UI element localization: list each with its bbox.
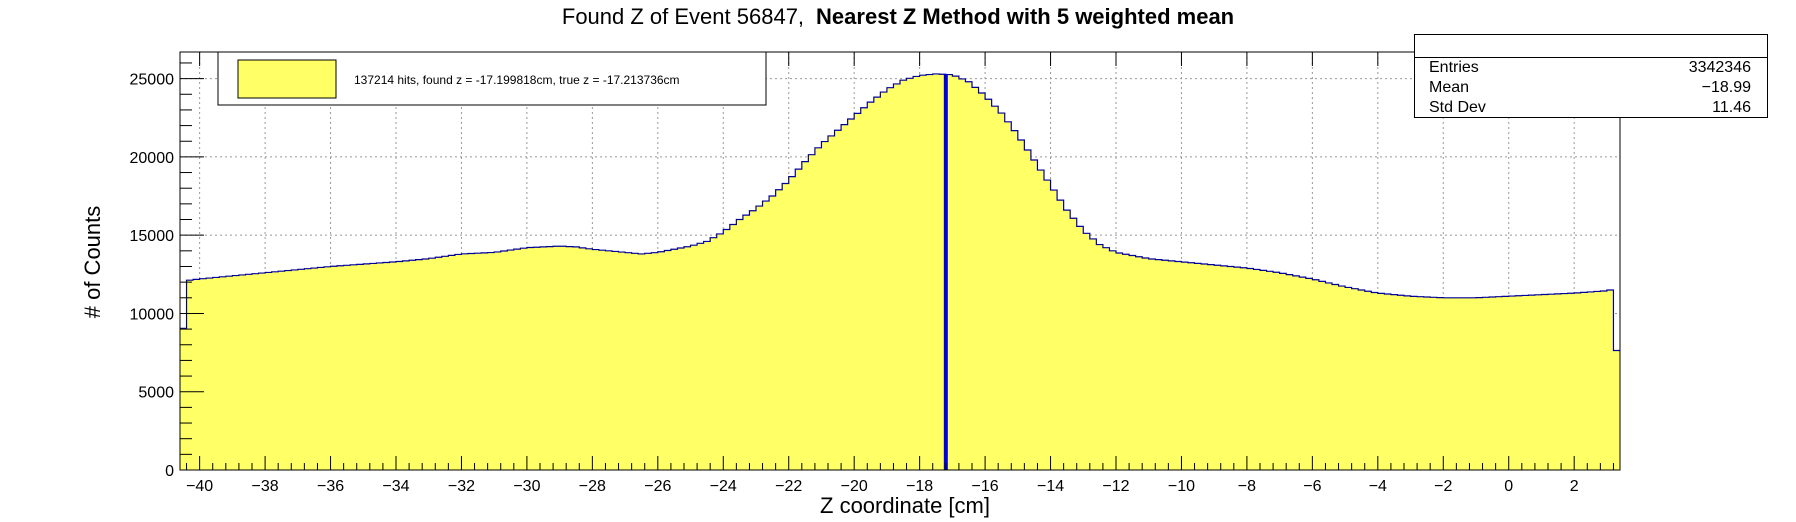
stats-value: 11.46 bbox=[1712, 99, 1751, 116]
y-axis-label: # of Counts bbox=[80, 206, 105, 319]
x-tick-label: −40 bbox=[186, 478, 213, 495]
y-tick-label: 15000 bbox=[130, 228, 175, 245]
y-tick-label: 5000 bbox=[138, 385, 174, 402]
x-tick-label: −10 bbox=[1168, 478, 1195, 495]
x-tick-label: −12 bbox=[1102, 478, 1129, 495]
x-tick-label: −8 bbox=[1238, 478, 1256, 495]
x-tick-label: −30 bbox=[513, 478, 540, 495]
stats-value: −18.99 bbox=[1701, 79, 1751, 96]
x-tick-label: −24 bbox=[710, 478, 737, 495]
x-tick-label: −16 bbox=[972, 478, 999, 495]
x-tick-label: −6 bbox=[1303, 478, 1321, 495]
stats-key: Entries bbox=[1429, 59, 1479, 76]
histogram-area bbox=[180, 73, 1620, 470]
stats-header bbox=[1415, 35, 1767, 58]
x-tick-label: −32 bbox=[448, 478, 475, 495]
plot-frame bbox=[179, 51, 1621, 471]
chart-title-bold: Nearest Z Method with 5 weighted mean bbox=[816, 4, 1235, 29]
x-tick-label: −36 bbox=[317, 478, 344, 495]
x-tick-label: −38 bbox=[252, 478, 279, 495]
x-tick-label: −28 bbox=[579, 478, 606, 495]
y-tick-label: 20000 bbox=[130, 150, 175, 167]
x-tick-label: −18 bbox=[906, 478, 933, 495]
legend: 137214 hits, found z = -17.199818cm, tru… bbox=[217, 51, 767, 106]
axes-layer: −40 −38 −36 −34 −32 −30 −28 −26 −24 −22 −20 −18 −16−… bbox=[130, 52, 1614, 495]
y-tick-label: 10000 bbox=[130, 306, 175, 323]
chart-title: Found Z of Event 56847, Nearest Z Method … bbox=[0, 4, 1796, 30]
stats-row-stddev: Std Dev 11.46 bbox=[1415, 98, 1767, 118]
legend-label: 137214 hits, found z = -17.199818cm, tru… bbox=[354, 73, 680, 87]
y-tick-label: 0 bbox=[165, 463, 174, 480]
stats-box: Entries 3342346 Mean −18.99 Std Dev 11.4… bbox=[1414, 34, 1768, 118]
x-tick-label: −22 bbox=[775, 478, 802, 495]
x-tick-label: −26 bbox=[644, 478, 671, 495]
x-tick-label: −2 bbox=[1434, 478, 1452, 495]
x-tick-label: 2 bbox=[1570, 478, 1579, 495]
x-axis-label: Z coordinate [cm] bbox=[820, 493, 990, 518]
stats-key: Mean bbox=[1429, 79, 1470, 96]
y-tick-label: 25000 bbox=[130, 72, 175, 89]
stats-key: Std Dev bbox=[1429, 99, 1486, 116]
x-tick-label: −4 bbox=[1369, 478, 1387, 495]
x-tick-label: −14 bbox=[1037, 478, 1064, 495]
x-tick-label: −20 bbox=[841, 478, 868, 495]
legend-swatch bbox=[237, 59, 337, 99]
chart-title-prefix: Found Z of Event 56847, bbox=[561, 4, 805, 29]
x-tick-label: 0 bbox=[1504, 478, 1513, 495]
stats-value: 3342346 bbox=[1688, 59, 1751, 76]
histogram-outline bbox=[180, 73, 1620, 352]
x-tick-label: −34 bbox=[382, 478, 409, 495]
stats-row-mean: Mean −18.99 bbox=[1415, 78, 1767, 98]
stats-row-entries: Entries 3342346 bbox=[1415, 58, 1767, 78]
